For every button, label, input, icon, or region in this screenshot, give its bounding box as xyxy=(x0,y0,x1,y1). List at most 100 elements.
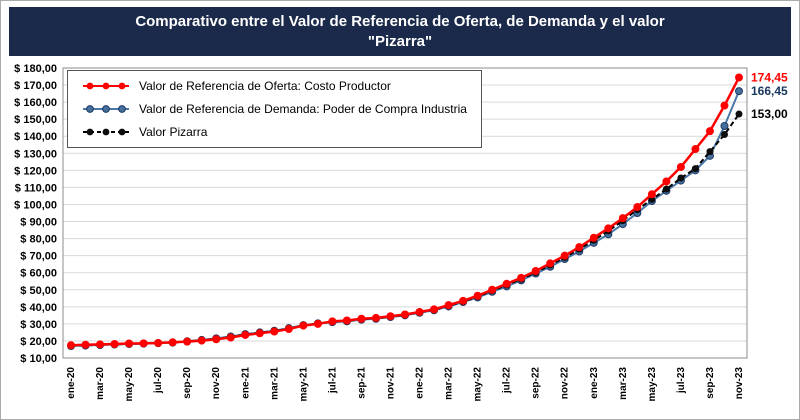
series-marker-0 xyxy=(299,321,308,330)
series-marker-0 xyxy=(589,233,598,242)
oferta-series-icon xyxy=(82,80,130,92)
chart-title-line1: Comparativo entre el Valor de Referencia… xyxy=(135,13,665,30)
y-tick-label: $ 80,00 xyxy=(20,234,57,246)
y-tick-label: $ 110,00 xyxy=(15,182,57,194)
series-marker-0 xyxy=(473,291,482,300)
series-marker-0 xyxy=(502,279,511,288)
series-marker-2 xyxy=(706,148,714,156)
series-marker-0 xyxy=(647,190,656,199)
series-marker-0 xyxy=(110,340,119,349)
x-tick-label: sep-23 xyxy=(705,367,716,399)
series-marker-0 xyxy=(313,319,322,328)
legend-item-pizarra: Valor Pizarra xyxy=(82,125,467,139)
series-marker-0 xyxy=(226,333,235,342)
series-marker-2 xyxy=(691,165,699,173)
demanda-series-icon xyxy=(82,103,130,115)
x-tick-label: nov-20 xyxy=(211,367,222,400)
y-tick-label: $ 10,00 xyxy=(20,353,57,365)
chart-title-line2: "Pizarra" xyxy=(367,32,433,50)
plot-border xyxy=(62,67,748,359)
y-tick-label: $ 160,00 xyxy=(14,97,57,109)
y-tick-label: $ 150,00 xyxy=(14,114,57,126)
series-marker-0 xyxy=(691,145,700,154)
series-marker-0 xyxy=(735,73,743,82)
series-marker-0 xyxy=(183,337,192,346)
series-marker-0 xyxy=(618,214,627,223)
series-marker-0 xyxy=(357,314,366,323)
series-marker-0 xyxy=(139,339,148,348)
series-marker-0 xyxy=(720,101,729,110)
legend-label-demanda: Valor de Referencia de Demanda: Poder de… xyxy=(139,102,467,116)
series-marker-0 xyxy=(517,273,526,282)
series-marker-0 xyxy=(662,177,671,186)
series-marker-2 xyxy=(677,174,685,182)
legend-label-oferta: Valor de Referencia de Oferta: Costo Pro… xyxy=(139,79,391,93)
x-tick-label: jul-22 xyxy=(502,367,513,395)
y-tick-label: $ 140,00 xyxy=(14,131,57,143)
series-end-label-2: 153,00 xyxy=(751,107,788,121)
series-marker-0 xyxy=(197,336,206,345)
series-marker-0 xyxy=(575,243,584,252)
series-marker-0 xyxy=(328,317,337,326)
x-tick-label: may-22 xyxy=(473,367,484,402)
legend-item-oferta: Valor de Referencia de Oferta: Costo Pro… xyxy=(82,79,467,93)
y-tick-label: $ 90,00 xyxy=(20,217,57,229)
y-tick-label: $ 40,00 xyxy=(20,302,57,314)
y-tick-label: $ 100,00 xyxy=(14,199,57,211)
y-tick-label: $ 130,00 xyxy=(14,148,57,160)
legend: Valor de Referencia de Oferta: Costo Pro… xyxy=(67,70,482,148)
y-tick-label: $ 120,00 xyxy=(14,165,57,177)
series-marker-0 xyxy=(415,307,424,316)
series-end-label-0: 174,45 xyxy=(751,70,788,84)
series-end-label-1: 166,45 xyxy=(751,84,788,98)
x-tick-label: may-20 xyxy=(124,367,135,402)
series-marker-0 xyxy=(459,296,468,305)
x-tick-label: mar-22 xyxy=(444,367,455,400)
series-marker-0 xyxy=(96,340,105,349)
x-tick-label: sep-21 xyxy=(356,367,367,399)
series-marker-2 xyxy=(662,185,670,193)
x-tick-label: nov-23 xyxy=(734,367,745,400)
series-marker-0 xyxy=(676,162,685,171)
chart-title: Comparativo entre el Valor de Referencia… xyxy=(9,7,791,56)
series-marker-0 xyxy=(212,335,221,344)
y-tick-label: $ 60,00 xyxy=(20,268,57,280)
series-marker-1 xyxy=(720,122,729,130)
x-tick-label: ene-22 xyxy=(415,367,426,399)
series-marker-2 xyxy=(735,110,743,118)
x-tick-label: jul-20 xyxy=(153,367,164,395)
x-tick-label: may-21 xyxy=(298,367,309,402)
series-marker-0 xyxy=(168,338,177,347)
x-tick-label: mar-21 xyxy=(269,367,280,400)
series-marker-0 xyxy=(430,305,439,314)
series-marker-0 xyxy=(546,259,555,268)
series-marker-0 xyxy=(531,267,540,275)
series-marker-0 xyxy=(67,341,75,350)
series-marker-0 xyxy=(371,313,380,322)
series-marker-0 xyxy=(284,325,293,333)
series-marker-0 xyxy=(125,339,134,348)
y-tick-label: $ 50,00 xyxy=(20,285,57,297)
series-marker-0 xyxy=(270,327,279,336)
y-tick-label: $ 180,00 xyxy=(14,63,57,75)
chart-area: $ 10,00 $ 20,00 $ 30,00 $ 40,00 $ 50,00 $ 60,… xyxy=(1,58,800,414)
series-marker-0 xyxy=(488,285,497,294)
y-tick-label: $ 70,00 xyxy=(20,251,57,263)
y-tick-label: $ 30,00 xyxy=(20,319,57,331)
series-marker-0 xyxy=(444,301,453,310)
x-tick-label: ene-21 xyxy=(240,367,251,399)
series-marker-0 xyxy=(255,329,264,338)
legend-item-demanda: Valor de Referencia de Demanda: Poder de… xyxy=(82,102,467,116)
series-marker-2 xyxy=(720,131,728,139)
legend-label-pizarra: Valor Pizarra xyxy=(139,125,208,139)
x-tick-label: nov-22 xyxy=(560,367,571,400)
series-marker-0 xyxy=(560,251,569,260)
x-tick-label: ene-23 xyxy=(589,367,600,399)
series-marker-0 xyxy=(401,310,409,319)
y-tick-label: $ 170,00 xyxy=(14,80,57,92)
x-tick-label: nov-21 xyxy=(385,367,396,400)
x-tick-label: mar-23 xyxy=(618,367,629,400)
x-tick-label: jul-21 xyxy=(327,367,338,395)
series-marker-1 xyxy=(735,87,743,96)
